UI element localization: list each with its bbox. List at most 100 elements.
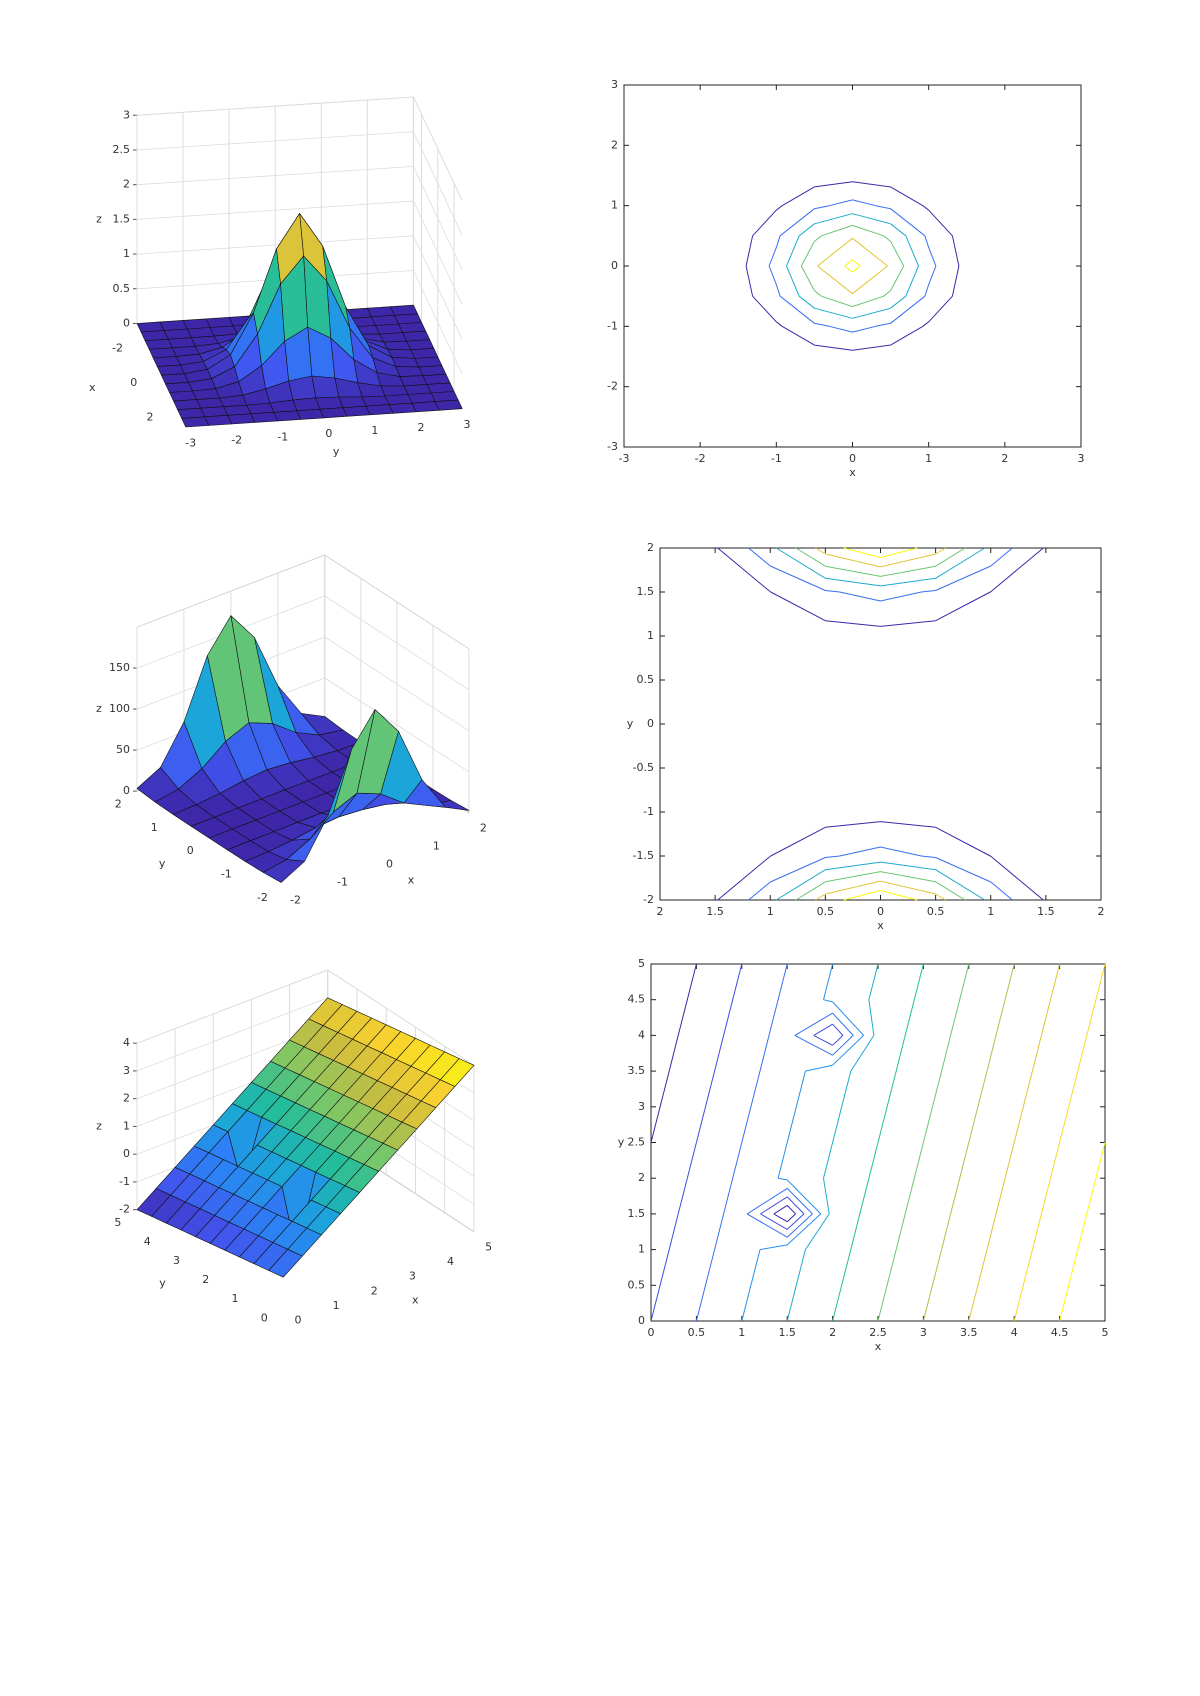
surface-patch: [296, 408, 325, 420]
x-tick-label: -1: [771, 452, 782, 465]
x-tick-label: 0: [877, 905, 884, 918]
x-axis-label: x: [412, 1293, 419, 1306]
surface-patch: [391, 356, 420, 368]
x-tick-label: -2: [112, 342, 123, 355]
x-tick-label: -2: [290, 893, 301, 906]
y-tick-label: -3: [607, 440, 618, 453]
surface-patch: [434, 399, 463, 411]
surface-patch: [207, 615, 250, 742]
x-tick-label: -2: [695, 452, 706, 465]
contour-line: [832, 963, 924, 1322]
x-tick-label: 0: [130, 376, 137, 389]
x-axis-label: x: [849, 466, 856, 479]
contour-line: [786, 213, 919, 319]
y-tick-label: -1: [277, 430, 288, 443]
surface-patch: [395, 366, 424, 377]
surface: [136, 615, 470, 883]
surface: [136, 213, 463, 428]
surface-patch: [273, 410, 302, 422]
z-tick-label: 2.5: [113, 143, 131, 156]
x-tick-label: 3: [1078, 452, 1085, 465]
y-tick-label: 3: [611, 78, 618, 91]
y-tick-label: 3: [173, 1254, 180, 1267]
y-tick-label: 2: [647, 541, 654, 554]
surface-patch: [383, 340, 412, 351]
y-tick-label: 2: [202, 1273, 209, 1286]
y-tick-label: 2: [611, 138, 618, 151]
y-tick-label: -0.5: [633, 761, 654, 774]
y-tick-label: 1: [371, 424, 378, 437]
contour-line: [877, 963, 970, 1322]
x-axis-label: x: [89, 381, 96, 394]
x-tick-label: 2.5: [869, 1326, 887, 1339]
x-tick-label: 4.5: [1051, 1326, 1069, 1339]
x-tick-label: 3: [409, 1270, 416, 1283]
y-tick-label: -2: [257, 891, 268, 904]
contour-line: [650, 963, 844, 1322]
y-tick-label: 0: [638, 1314, 645, 1327]
contour-line: [1059, 1142, 1106, 1322]
x-tick-label: 2: [829, 1326, 836, 1339]
surface-patch: [250, 411, 279, 423]
y-tick-label: 0.5: [637, 673, 655, 686]
x-tick-label: 2: [1098, 905, 1105, 918]
contour-line: [815, 547, 946, 901]
y-tick-label: -1.5: [633, 849, 654, 862]
z-tick-label: 150: [109, 661, 130, 674]
contour-line: [741, 963, 864, 1322]
surface-patch: [319, 407, 348, 419]
x-tick-label: 1: [738, 1326, 745, 1339]
contour-line: [817, 237, 888, 295]
contour-line: [800, 224, 905, 308]
x-tick-label: -1: [337, 875, 348, 888]
y-tick-label: -1: [221, 868, 232, 881]
y-tick-label: 5: [114, 1216, 121, 1229]
y-tick-label: 0: [325, 427, 332, 440]
z-tick-label: 2: [123, 1092, 130, 1105]
x-tick-label: 1: [433, 839, 440, 852]
y-tick-label: -1: [643, 805, 654, 818]
y-tick-label: 0: [187, 844, 194, 857]
surface-patch: [379, 332, 407, 343]
contour-line: [748, 547, 1013, 901]
x-tick-label: -3: [619, 452, 630, 465]
contour-line: [1013, 963, 1106, 1322]
surface-patch: [292, 397, 321, 412]
x-tick-label: 2: [146, 411, 153, 424]
x-tick-label: 1: [333, 1299, 340, 1312]
x-tick-label: 2: [1001, 452, 1008, 465]
y-axis-label: y: [159, 857, 166, 870]
x-tick-label: 0: [294, 1314, 301, 1327]
surface-patch: [333, 709, 376, 813]
y-axis-label: y: [618, 1136, 625, 1149]
x-tick-label: 1.5: [778, 1326, 796, 1339]
contour-line: [844, 259, 861, 273]
contour-axes: 0 0.5 1 1.5 2 2.5 3 3.5 4 4.5 5 0 0.5 1 1.5 2 2.5 3 3.5 4 4.…: [618, 957, 1109, 1353]
y-axis-label: y: [159, 1277, 166, 1290]
z-axis-label: z: [96, 1119, 102, 1132]
x-tick-label: 1: [767, 905, 774, 918]
y-tick-label: -2: [643, 893, 654, 906]
x-tick-label: 0: [386, 857, 393, 870]
z-tick-label: 3: [123, 108, 130, 121]
x-axis-label: x: [875, 1340, 882, 1353]
contour-line: [786, 963, 879, 1322]
surface-patch: [315, 396, 344, 410]
contour-line: [745, 181, 960, 351]
z-tick-label: 4: [123, 1036, 130, 1049]
x-tick-label: 0: [849, 452, 856, 465]
contour-line: [768, 199, 937, 333]
x-tick-label: 5: [485, 1240, 492, 1253]
y-tick-label: 1: [638, 1243, 645, 1256]
surface-patch: [192, 388, 220, 400]
z-tick-label: 1.5: [113, 212, 131, 225]
y-tick-label: 0: [261, 1311, 268, 1324]
y-tick-label: 0.5: [628, 1278, 646, 1291]
y-tick-label: 2.5: [628, 1136, 646, 1149]
x-axis-label: x: [877, 919, 884, 932]
contour-line: [695, 963, 854, 1322]
x-tick-label: 2: [657, 905, 664, 918]
surface-patch: [246, 402, 275, 415]
